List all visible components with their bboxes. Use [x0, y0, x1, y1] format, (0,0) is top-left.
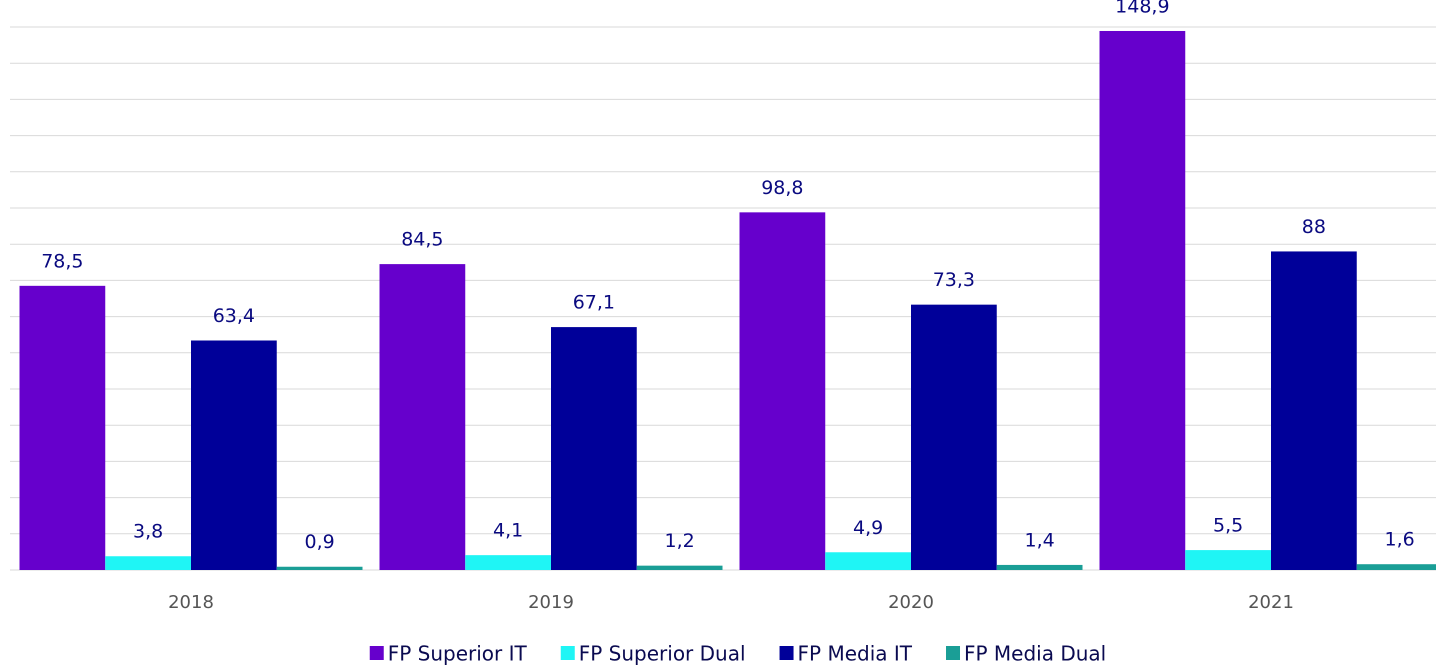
data-label: 98,8 — [761, 177, 803, 199]
bar — [911, 304, 997, 570]
bar — [636, 565, 723, 570]
legend-swatch — [946, 646, 961, 660]
bar — [1099, 30, 1186, 571]
data-label: 78,5 — [41, 250, 83, 272]
data-label: 0,9 — [305, 531, 335, 553]
data-label: 4,1 — [493, 520, 523, 542]
data-label: 67,1 — [573, 292, 615, 314]
data-label: 3,8 — [133, 521, 163, 543]
legend-label: FP Superior IT — [388, 642, 528, 666]
bar — [551, 327, 637, 570]
bar — [105, 556, 191, 570]
data-label: 148,9 — [1115, 0, 1169, 17]
legend-swatch — [779, 646, 794, 660]
data-label: 88 — [1302, 216, 1326, 238]
data-label: 4,9 — [853, 517, 883, 539]
data-label: 63,4 — [213, 305, 255, 327]
bar — [465, 555, 551, 570]
bar — [1185, 550, 1271, 570]
data-label: 73,3 — [933, 269, 975, 291]
legend-label: FP Media Dual — [964, 642, 1106, 666]
data-label: 5,5 — [1213, 515, 1243, 537]
legend-swatch — [369, 646, 384, 660]
bar — [19, 285, 106, 570]
legend-label: FP Superior Dual — [579, 642, 746, 666]
x-tick-label: 2019 — [528, 592, 574, 613]
x-tick-label: 2021 — [1248, 592, 1294, 613]
x-tick-label: 2020 — [888, 592, 934, 613]
legend-swatch — [560, 646, 575, 660]
bar — [825, 552, 911, 570]
legend-label: FP Media IT — [798, 642, 913, 666]
bar — [1271, 251, 1357, 570]
bar — [379, 264, 466, 570]
x-tick-label: 2018 — [168, 592, 214, 613]
data-label: 1,6 — [1385, 529, 1415, 551]
bar — [739, 212, 826, 570]
data-label: 84,5 — [401, 229, 443, 251]
data-label: 1,4 — [1025, 529, 1055, 551]
data-label: 1,2 — [665, 530, 695, 552]
bar — [996, 564, 1083, 570]
bar — [191, 340, 277, 570]
bar — [276, 566, 363, 570]
bar — [1356, 564, 1436, 570]
